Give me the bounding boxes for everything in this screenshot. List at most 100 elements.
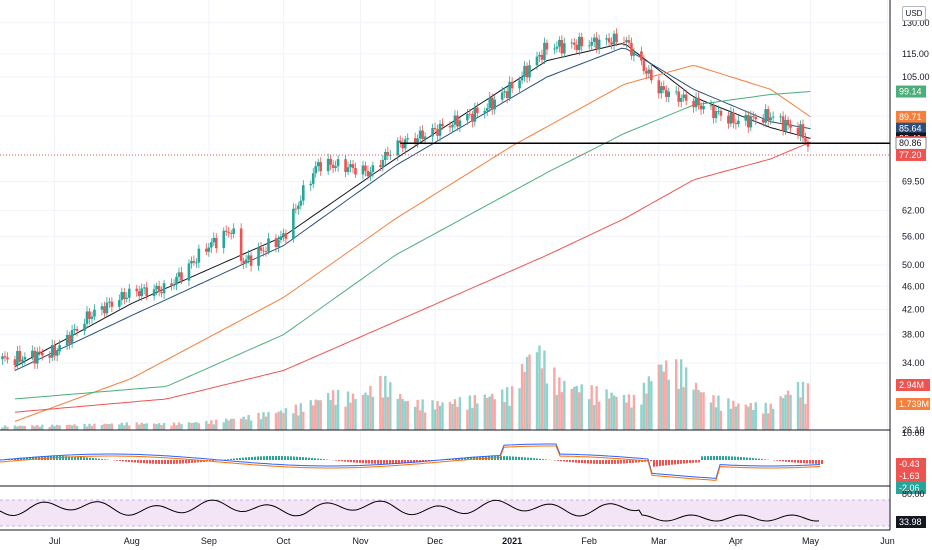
volume-bar: [135, 422, 138, 430]
candle-body: [316, 162, 320, 167]
candle-body: [744, 114, 748, 121]
candle-body: [702, 105, 705, 110]
volume-bar: [195, 421, 198, 430]
macd-histogram-bar: [377, 460, 379, 464]
candle-body: [493, 99, 497, 110]
macd-histogram-bar: [698, 460, 700, 463]
candle-body: [195, 262, 198, 264]
macd-histogram-bar: [341, 460, 343, 462]
price-tick-10: 38.00: [902, 330, 925, 340]
macd-histogram-bar: [818, 460, 820, 464]
macd-histogram-bar: [74, 456, 76, 460]
macd-line: [0, 443, 821, 479]
macd-histogram-bar: [593, 460, 595, 464]
time-tick-2021: 2021: [502, 536, 522, 546]
macd-histogram-bar: [296, 456, 298, 460]
price-pane[interactable]: [0, 0, 890, 530]
macd-histogram-bar: [128, 460, 130, 462]
volume-bar: [364, 392, 367, 430]
candle-body: [677, 91, 680, 102]
macd-histogram-bar: [386, 460, 388, 464]
candle-body: [712, 105, 715, 119]
macd-histogram-bar: [665, 460, 667, 466]
volume-bar: [692, 389, 695, 430]
volume-bar: [33, 426, 37, 430]
rsi-label-bg: [896, 516, 926, 528]
macd-histogram-bar: [143, 460, 145, 464]
volume-bar: [344, 406, 347, 430]
volume-bar: [605, 389, 608, 430]
macd-histogram-bar: [137, 460, 139, 463]
volume-bar: [212, 424, 215, 430]
volume-bar: [762, 413, 765, 430]
macd-histogram-bar: [353, 460, 355, 463]
candle-body: [563, 43, 566, 54]
price-label-bg: [896, 148, 926, 161]
candle-body: [737, 120, 740, 125]
time-tick-Jul: Jul: [49, 536, 61, 546]
macd-histogram-bar: [257, 456, 259, 460]
volume-bar: [799, 397, 802, 430]
candle-body: [476, 107, 479, 113]
volume-bar: [3, 425, 7, 430]
candle-body: [714, 111, 718, 119]
candle-body: [329, 158, 332, 165]
macd-histogram-bar: [17, 458, 19, 460]
candle-body: [284, 233, 288, 239]
candle-body: [118, 300, 121, 307]
price-label-bg: [896, 122, 926, 135]
currency-label[interactable]: USD: [902, 6, 926, 21]
macd-signal-line: [0, 445, 821, 481]
candlesticks: [1, 28, 810, 371]
price-axis[interactable]: 130.00115.00105.0090.0069.5062.0056.0050…: [889, 0, 930, 530]
candle-body: [595, 37, 598, 50]
volume-bar: [540, 368, 544, 430]
macd-histogram-bar: [740, 456, 742, 460]
candle-body: [331, 164, 335, 168]
candle-body: [145, 287, 148, 297]
macd-histogram-bar: [173, 460, 175, 464]
volume-bar: [607, 398, 611, 430]
volume-bar: [431, 400, 434, 430]
candle-body: [274, 238, 278, 248]
macd-histogram-bar: [743, 457, 745, 460]
macd-histogram-bar: [164, 460, 166, 464]
candle-body: [692, 100, 695, 108]
macd-pane[interactable]: 10.00 -0.43 -1.63 -2.06: [0, 428, 926, 494]
volume-bar: [90, 425, 94, 430]
volume-bar: [493, 399, 496, 430]
macd-histogram-bar: [236, 458, 238, 460]
macd-histogram-bar: [35, 456, 37, 460]
candle-body: [543, 42, 546, 60]
candle-body: [674, 91, 678, 93]
macd-histogram-bar: [590, 460, 592, 464]
macd-histogram-bar: [506, 456, 508, 460]
volume-bar: [438, 405, 442, 430]
macd-label-bg: [896, 470, 926, 482]
candle-body: [612, 33, 616, 45]
macd-histogram-bar: [611, 460, 613, 464]
volume-bar: [590, 385, 593, 430]
volume-bar: [170, 425, 173, 430]
macd-histogram-bar: [287, 456, 289, 460]
candle-body: [279, 236, 283, 240]
macd-histogram-bar: [719, 456, 721, 460]
rsi-pane[interactable]: 80.00 33.98: [0, 485, 926, 528]
volume-bar: [575, 385, 578, 430]
volume-bar: [510, 386, 514, 430]
price-tick-4: 69.50: [902, 177, 925, 187]
macd-histogram-bar: [338, 460, 340, 461]
time-axis[interactable]: Jul Aug Sep Oct Nov Dec 2021 Feb Mar Apr May Jun: [0, 529, 895, 546]
volume-bar: [714, 407, 718, 430]
candle-body: [244, 259, 248, 264]
candle-body: [587, 45, 591, 47]
macd-histogram-bar: [560, 460, 562, 462]
candle-body: [205, 248, 208, 252]
macd-histogram-bar: [335, 460, 337, 461]
candle-body: [650, 69, 653, 81]
volume-bar: [215, 419, 218, 430]
macd-histogram-bar: [722, 456, 724, 460]
volume-bar: [110, 423, 114, 430]
macd-histogram-bar: [392, 460, 394, 464]
